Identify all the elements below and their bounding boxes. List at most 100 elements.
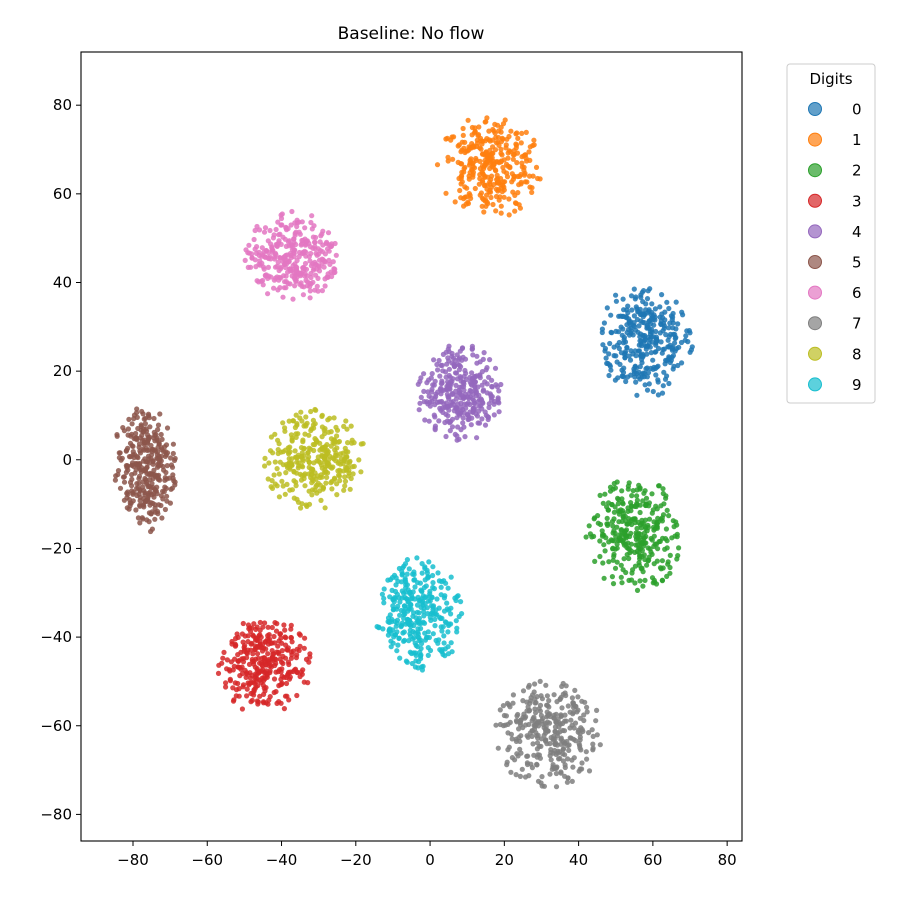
point-7 (534, 740, 541, 746)
point-2 (642, 577, 648, 584)
point-6 (251, 236, 257, 243)
point-7 (594, 707, 600, 714)
point-9 (445, 629, 451, 635)
point-5 (126, 416, 132, 422)
point-9 (416, 638, 422, 644)
point-4 (443, 349, 449, 355)
point-8 (290, 418, 296, 424)
point-5 (137, 498, 143, 504)
chart-title: Baseline: No flow (338, 24, 485, 44)
point-5 (137, 520, 143, 526)
point-4 (482, 422, 489, 428)
point-7 (525, 734, 531, 740)
point-1 (445, 154, 451, 160)
point-6 (261, 229, 268, 235)
point-7 (544, 727, 550, 733)
legend-marker-1 (808, 132, 822, 147)
point-0 (673, 299, 679, 305)
point-1 (527, 144, 533, 150)
point-8 (274, 466, 280, 472)
point-8 (293, 412, 299, 418)
point-8 (343, 418, 349, 424)
point-5 (133, 507, 139, 513)
point-9 (454, 629, 460, 635)
point-7 (543, 737, 549, 743)
point-5 (113, 473, 119, 479)
point-0 (633, 379, 639, 385)
point-3 (279, 648, 285, 654)
point-4 (437, 373, 443, 379)
point-5 (139, 408, 145, 415)
point-6 (289, 208, 295, 215)
point-8 (358, 469, 364, 475)
point-7 (520, 725, 526, 731)
point-0 (659, 350, 665, 356)
point-7 (594, 732, 600, 738)
point-4 (452, 431, 458, 437)
point-1 (484, 115, 490, 121)
point-7 (529, 733, 535, 740)
point-2 (637, 539, 644, 546)
point-8 (315, 454, 321, 460)
point-5 (121, 479, 128, 485)
point-4 (438, 381, 444, 387)
point-9 (381, 600, 387, 606)
point-4 (425, 389, 431, 395)
y-tick-label: −40 (40, 628, 72, 646)
point-0 (638, 343, 645, 349)
point-8 (340, 450, 346, 456)
point-0 (623, 378, 629, 385)
point-7 (503, 713, 509, 719)
point-2 (637, 578, 643, 584)
point-2 (641, 535, 648, 541)
point-7 (590, 741, 596, 747)
point-6 (308, 281, 314, 287)
point-2 (642, 524, 649, 530)
point-3 (220, 655, 226, 661)
point-1 (490, 201, 496, 208)
point-2 (597, 538, 603, 544)
point-2 (639, 517, 645, 524)
point-0 (639, 289, 645, 295)
point-6 (287, 266, 293, 272)
point-4 (455, 424, 461, 430)
point-6 (296, 270, 303, 276)
point-0 (648, 350, 654, 356)
point-1 (512, 208, 518, 214)
point-7 (566, 747, 572, 754)
point-3 (248, 690, 254, 697)
point-1 (465, 117, 471, 123)
point-9 (411, 650, 417, 656)
point-2 (619, 518, 625, 525)
point-5 (150, 461, 156, 467)
point-7 (553, 784, 560, 790)
point-1 (510, 156, 516, 162)
point-7 (504, 700, 511, 707)
point-5 (150, 476, 156, 482)
point-8 (301, 445, 307, 451)
point-6 (284, 261, 290, 267)
point-7 (539, 774, 545, 780)
point-7 (568, 717, 574, 723)
point-8 (358, 441, 364, 447)
point-8 (262, 463, 268, 469)
point-1 (478, 146, 484, 152)
point-4 (432, 378, 438, 384)
point-1 (478, 190, 484, 196)
point-7 (577, 766, 583, 772)
point-6 (330, 259, 336, 265)
point-0 (664, 373, 670, 379)
series-4 (415, 343, 504, 443)
point-4 (479, 416, 485, 422)
point-8 (322, 505, 328, 511)
point-3 (282, 627, 288, 633)
point-5 (146, 519, 152, 525)
point-9 (381, 595, 387, 602)
point-1 (504, 136, 510, 142)
point-2 (620, 567, 626, 573)
point-8 (293, 431, 299, 437)
point-0 (646, 381, 652, 387)
point-0 (679, 360, 685, 366)
point-6 (307, 244, 313, 250)
point-1 (530, 173, 536, 179)
